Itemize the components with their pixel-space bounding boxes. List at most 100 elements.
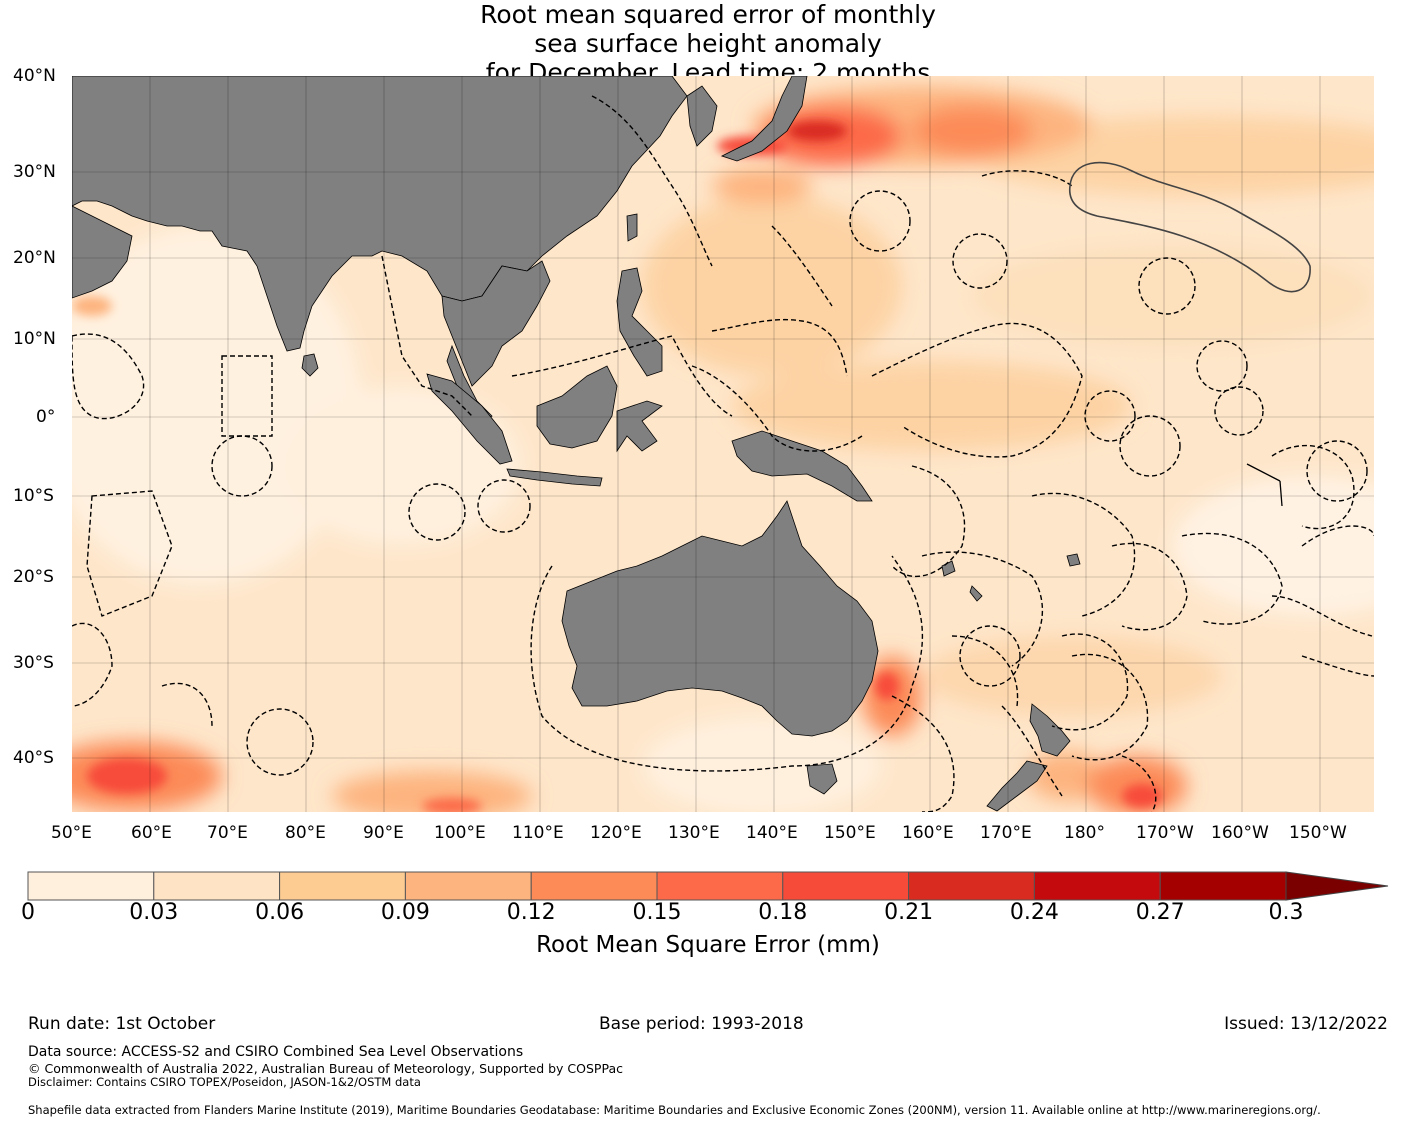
eez-circle (1196, 340, 1248, 392)
eez-zone (86, 490, 173, 617)
colorbar-tick-label: 0 (21, 900, 35, 925)
lon-label: 180° (1064, 823, 1105, 843)
graticule (72, 76, 1374, 812)
title-line-1: Root mean squared error of monthly (480, 0, 936, 29)
eez-circle (477, 479, 531, 533)
colorbar-segment (782, 871, 910, 901)
base-period: Base period: 1993-2018 (599, 1014, 804, 1034)
lat-label: 30°N (13, 162, 56, 182)
lon-label: 160°W (1211, 823, 1269, 843)
lon-label: 80°E (285, 823, 326, 843)
colorbar-segment (530, 871, 658, 901)
eez-zone (921, 551, 1044, 667)
eez-zone (1051, 633, 1129, 731)
lon-label: 120°E (590, 823, 642, 843)
eez-zone (72, 622, 113, 707)
shapefile-credit: Shapefile data extracted from Flanders M… (28, 1103, 1321, 1117)
eez-circle (952, 233, 1008, 289)
lon-label: 150°E (824, 823, 876, 843)
eez-circle (1306, 440, 1368, 502)
lat-label: 20°N (13, 248, 56, 268)
landmass-borneo (536, 365, 618, 449)
run-date: Run date: 1st October (28, 1014, 216, 1034)
landmass-arabia (72, 205, 133, 299)
eez-solid-line (1279, 480, 1283, 507)
eez-zone (221, 355, 273, 437)
landmass-japan (720, 76, 808, 162)
colorbar-segment (404, 871, 532, 901)
landmass-java (506, 468, 603, 487)
eez-zone (1271, 595, 1373, 637)
copyright: © Commonwealth of Australia 2022, Austra… (28, 1061, 623, 1076)
lat-label: 10°S (13, 486, 54, 506)
eez-circle (246, 708, 314, 776)
lon-label: 140°E (746, 823, 798, 843)
eez-zone (72, 333, 145, 420)
colorbar-segment (908, 871, 1035, 901)
eez-zone (530, 555, 924, 772)
landmass-new-guinea (731, 430, 873, 502)
eez-zone (1181, 532, 1283, 625)
colorbar (27, 871, 1389, 901)
colorbar-segment (656, 871, 784, 901)
eez-circle (1138, 257, 1196, 315)
lon-label: 150°W (1289, 823, 1347, 843)
issued-date: Issued: 13/12/2022 (1224, 1014, 1388, 1034)
landmass-sulawesi (616, 400, 663, 453)
eez-circle (408, 483, 466, 541)
colorbar-tick-label: 0.21 (884, 900, 934, 925)
lon-label: 60°E (131, 823, 172, 843)
eez-boundaries (72, 95, 1374, 812)
disclaimer: Disclaimer: Contains CSIRO TOPEX/Poseido… (28, 1075, 421, 1089)
eez-zone (1301, 655, 1374, 677)
rmse-map (72, 76, 1374, 812)
lon-label: 160°E (902, 823, 954, 843)
eez-hawaii (1068, 161, 1311, 293)
eez-zone (951, 635, 1019, 707)
landmass-australia (561, 500, 879, 737)
colorbar-tick-label: 0.18 (758, 900, 808, 925)
eez-zone (591, 95, 713, 267)
eez-zone (1001, 705, 1063, 797)
landmass-asia (72, 76, 688, 352)
landmass-philippines (616, 267, 663, 377)
eez-zone (1071, 653, 1149, 761)
landmass-indochina (441, 260, 551, 387)
eez-circle (1214, 386, 1264, 436)
landmass-tasmania (806, 763, 838, 795)
lon-label: 170°E (980, 823, 1032, 843)
lat-label: 30°S (13, 653, 54, 673)
lon-label: 90°E (363, 823, 404, 843)
colorbar-segment (27, 871, 155, 901)
lat-label: 40°N (13, 66, 56, 86)
eez-circle (1119, 415, 1181, 477)
eez-zone (771, 225, 833, 307)
chart-title: Root mean squared error of monthly sea s… (0, 0, 1416, 87)
colorbar-tick-label: 0.27 (1135, 900, 1185, 925)
eez-circle (959, 625, 1021, 687)
colorbar-segment (1033, 871, 1161, 901)
eez-zone (1031, 492, 1136, 617)
eez-zone (981, 170, 1073, 187)
colorbar-extend-arrow (1285, 871, 1389, 901)
eez-zone (711, 318, 848, 377)
eez-circle (849, 190, 911, 252)
colorbar-tick-label: 0.12 (506, 900, 556, 925)
colorbar-tick-label: 0.24 (1009, 900, 1059, 925)
eez-zone (161, 682, 213, 727)
colorbar-segment (279, 871, 406, 901)
lon-label: 100°E (434, 823, 486, 843)
title-line-2: sea surface height anomaly (534, 29, 882, 58)
colorbar-tick-label: 0.3 (1268, 900, 1304, 925)
colorbar-tick-label: 0.06 (255, 900, 305, 925)
eez-zone (891, 465, 966, 577)
eez-circle (211, 435, 273, 497)
landmass-japan (686, 85, 718, 147)
lon-label: 170°W (1136, 823, 1194, 843)
colorbar-segment (153, 871, 281, 901)
colorbar-tick-label: 0.03 (129, 900, 179, 925)
lat-label: 40°S (13, 748, 54, 768)
lon-label: 50°E (51, 823, 92, 843)
eez-solid-line (1246, 463, 1281, 482)
eez-zone (871, 322, 1083, 458)
